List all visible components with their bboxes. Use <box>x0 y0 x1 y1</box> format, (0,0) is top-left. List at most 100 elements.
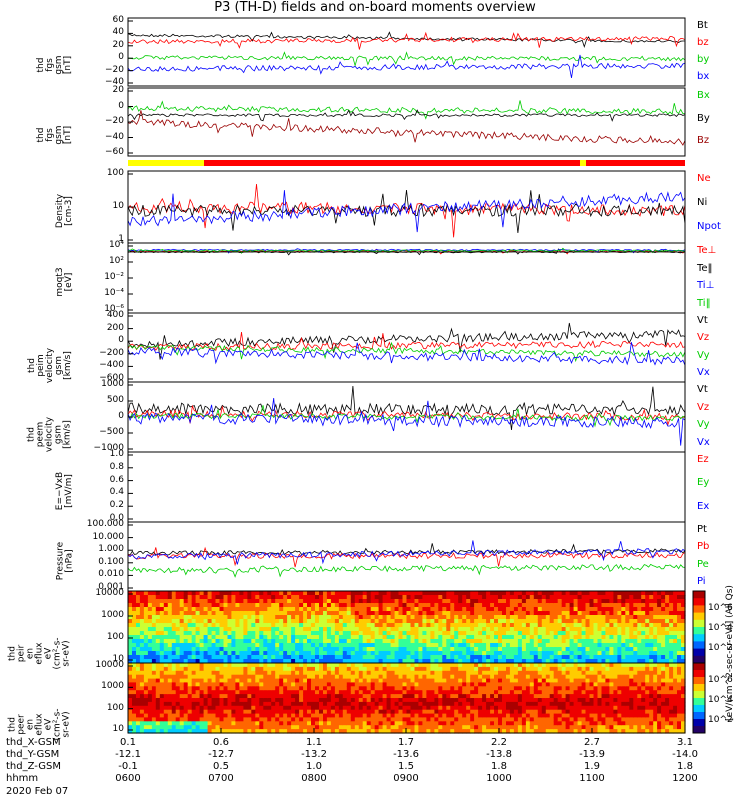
heatmap-cell <box>442 603 447 608</box>
heatmap-cell <box>219 595 225 600</box>
heatmap-cell <box>609 623 614 628</box>
heatmap-cell <box>557 643 563 648</box>
heatmap-cell <box>669 651 674 656</box>
heatmap-cell <box>167 659 173 664</box>
heatmap-cell <box>605 690 610 695</box>
heatmap-cell <box>235 639 240 644</box>
heatmap-cell <box>577 663 583 668</box>
heatmap-cell <box>139 639 145 644</box>
heatmap-cell <box>259 717 264 722</box>
heatmap-cell <box>545 666 551 672</box>
heatmap-cell <box>597 627 603 632</box>
heatmap-cell <box>263 686 268 691</box>
heatmap-cell <box>418 713 423 719</box>
heatmap-cell <box>183 709 189 715</box>
heatmap-cell <box>136 694 141 699</box>
heatmap-cell <box>470 623 475 628</box>
heatmap-cell <box>342 694 348 699</box>
heatmap-cell <box>307 615 312 620</box>
heatmap-cell <box>227 635 233 640</box>
heatmap-cell <box>609 698 614 703</box>
heatmap-cell <box>549 603 555 608</box>
heatmap-cell <box>486 717 491 722</box>
heatmap-cell <box>374 690 380 695</box>
heatmap-cell <box>215 690 221 695</box>
heatmap-cell <box>494 709 499 715</box>
heatmap-cell <box>525 639 531 644</box>
heatmap-cell <box>482 717 487 722</box>
heatmap-cell <box>319 694 324 699</box>
heatmap-cell <box>641 709 646 715</box>
heatmap-cell <box>553 663 559 668</box>
heatmap-cell <box>231 709 236 715</box>
heatmap-cell <box>450 647 455 652</box>
heatmap-cell <box>175 655 181 660</box>
heatmap-cell <box>203 607 209 612</box>
heatmap-cell <box>577 690 583 695</box>
heatmap-cell <box>370 607 376 612</box>
heatmap-cell <box>191 690 197 695</box>
heatmap-cell <box>478 591 483 596</box>
heatmap-cell <box>402 682 408 687</box>
heatmap-cell <box>179 595 185 600</box>
heatmap-cell <box>295 599 300 604</box>
heatmap-cell <box>350 655 356 660</box>
heatmap-cell <box>247 619 252 624</box>
heatmap-cell <box>513 627 519 632</box>
heatmap-cell <box>346 674 352 680</box>
heatmap-cell <box>263 627 268 632</box>
heatmap-cell <box>163 663 169 668</box>
heatmap-cell <box>215 627 221 632</box>
heatmap-cell <box>203 623 209 628</box>
heatmap-cell <box>326 623 332 628</box>
heatmap-cell <box>366 611 372 616</box>
heatmap-cell <box>581 670 587 676</box>
heatmap-cell <box>426 690 431 695</box>
heatmap-cell <box>509 705 515 711</box>
heatmap-cell <box>275 635 280 640</box>
heatmap-cell <box>406 725 412 730</box>
heatmap-cell <box>581 729 587 734</box>
heatmap-cell <box>159 591 165 596</box>
heatmap-cell <box>330 694 336 699</box>
heatmap-cell <box>307 659 312 664</box>
heatmap-cell <box>521 619 527 624</box>
heatmap-cell <box>311 663 316 668</box>
heatmap-cell <box>143 717 149 722</box>
heatmap-cell <box>255 690 260 695</box>
heatmap-cell <box>541 678 547 684</box>
heatmap-cell <box>287 631 292 636</box>
heatmap-cell <box>191 655 197 660</box>
heatmap-cell <box>506 694 511 699</box>
heatmap-cell <box>494 643 499 648</box>
heatmap-cell <box>390 709 396 715</box>
heatmap-cell <box>605 631 610 636</box>
heatmap-cell <box>199 690 205 695</box>
heatmap-cell <box>557 647 563 652</box>
heatmap-cell <box>593 623 599 628</box>
heatmap-cell <box>271 686 276 691</box>
heatmap-cell <box>597 698 603 703</box>
heatmap-cell <box>183 651 189 656</box>
heatmap-cell <box>438 611 443 616</box>
heatmap-cell <box>307 678 312 684</box>
heatmap-cell <box>235 599 240 604</box>
heatmap-cell <box>219 631 225 636</box>
heatmap-cell <box>649 643 654 648</box>
heatmap-cell <box>175 698 181 703</box>
heatmap-cell <box>251 631 256 636</box>
heatmap-cell <box>446 690 451 695</box>
heatmap-cell <box>462 674 467 680</box>
heatmap-cell <box>370 651 376 656</box>
heatmap-cell <box>629 599 634 604</box>
heatmap-cell <box>450 639 455 644</box>
heatmap-cell <box>561 694 567 699</box>
heatmap-cell <box>251 698 256 703</box>
heatmap-cell <box>450 725 455 730</box>
heatmap-cell <box>315 631 320 636</box>
heatmap-cell <box>287 591 292 596</box>
heatmap-cell <box>509 725 515 730</box>
heatmap-cell <box>553 623 559 628</box>
heatmap-cell <box>478 603 483 608</box>
heatmap-cell <box>307 729 312 734</box>
